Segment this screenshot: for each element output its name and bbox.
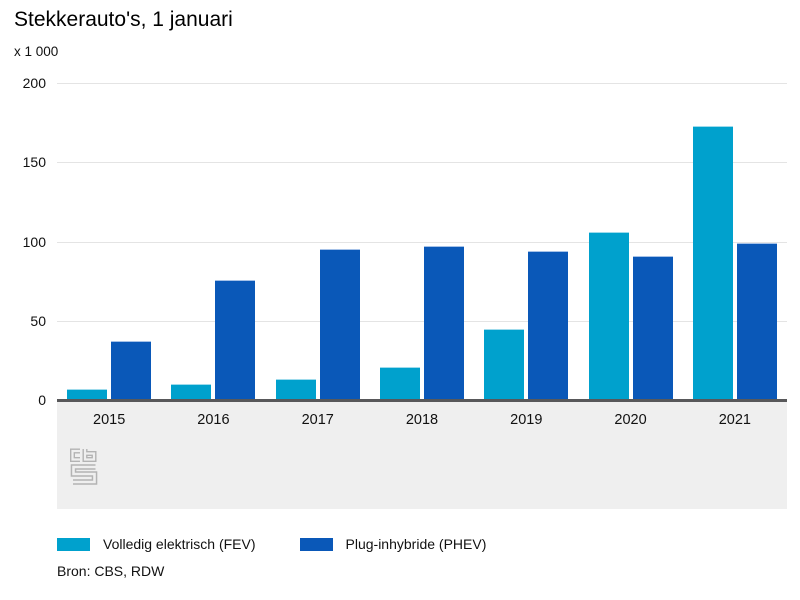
legend-swatch-icon (299, 537, 333, 551)
x-tick-label-2020: 2020 (614, 412, 647, 428)
y-tick-label-0: 0 (38, 392, 46, 408)
y-tick-label-150: 150 (22, 154, 46, 171)
chart-legend: Volledig elektrisch (FEV) Plug-inhybride … (57, 536, 486, 552)
y-axis-unit-label: x 1 000 (14, 44, 59, 59)
bar-group-2020 (578, 83, 682, 400)
gridline-150 (57, 162, 787, 164)
bar-2021-phev (736, 243, 777, 400)
bar-2018-fev (379, 367, 420, 400)
bar-group-2021 (683, 83, 787, 400)
x-axis-band (57, 402, 787, 509)
y-tick-label-100: 100 (22, 233, 46, 250)
bar-group-2015 (57, 83, 161, 400)
x-tick-label-2016: 2016 (197, 412, 230, 428)
source-note: Bron: CBS, RDW (57, 563, 165, 579)
bar-2019-phev (528, 251, 569, 400)
legend-label: Plug-inhybride (PHEV) (345, 536, 487, 552)
bar-2015-phev (111, 341, 152, 400)
x-tick-label-2015: 2015 (93, 412, 126, 428)
cbs-logo-icon (70, 448, 98, 485)
legend-swatch-icon (57, 537, 90, 551)
x-tick-label-2021: 2021 (718, 412, 751, 428)
bar-group-2019 (474, 83, 578, 400)
bar-2018-phev (423, 246, 464, 400)
x-tick-label-2017: 2017 (301, 412, 334, 428)
x-tick-label-2018: 2018 (405, 412, 439, 428)
bar-group-2016 (161, 83, 265, 400)
y-tick-label-50: 50 (30, 312, 46, 329)
bar-2017-phev (319, 249, 360, 400)
bar-2015-fev (67, 389, 108, 400)
bar-2017-fev (275, 379, 316, 400)
legend-item-phev: Plug-inhybride (PHEV) (299, 536, 487, 552)
plot-area (57, 83, 787, 400)
x-axis-line (57, 399, 787, 402)
bar-2019-fev (484, 329, 525, 400)
gridline-100 (57, 241, 787, 243)
bar-group-2018 (370, 83, 474, 400)
x-tick-label-2019: 2019 (510, 412, 543, 428)
bar-2021-fev (692, 126, 733, 400)
x-axis-tick-labels: 2015 2016 2017 2018 2019 2020 2021 (57, 412, 787, 428)
bar-2020-fev (588, 232, 629, 400)
bar-2020-phev (632, 256, 673, 400)
gridline-50 (57, 320, 787, 322)
bar-2016-fev (171, 384, 212, 400)
chart-title: Stekkerauto's, 1 januari (14, 8, 233, 31)
legend-label: Volledig elektrisch (FEV) (103, 536, 256, 552)
bar-series (57, 83, 787, 400)
gridline-200 (57, 83, 787, 84)
bar-2016-phev (215, 280, 256, 400)
legend-item-fev: Volledig elektrisch (FEV) (57, 536, 256, 552)
bar-group-2017 (266, 83, 370, 400)
y-tick-label-200: 200 (22, 75, 46, 91)
